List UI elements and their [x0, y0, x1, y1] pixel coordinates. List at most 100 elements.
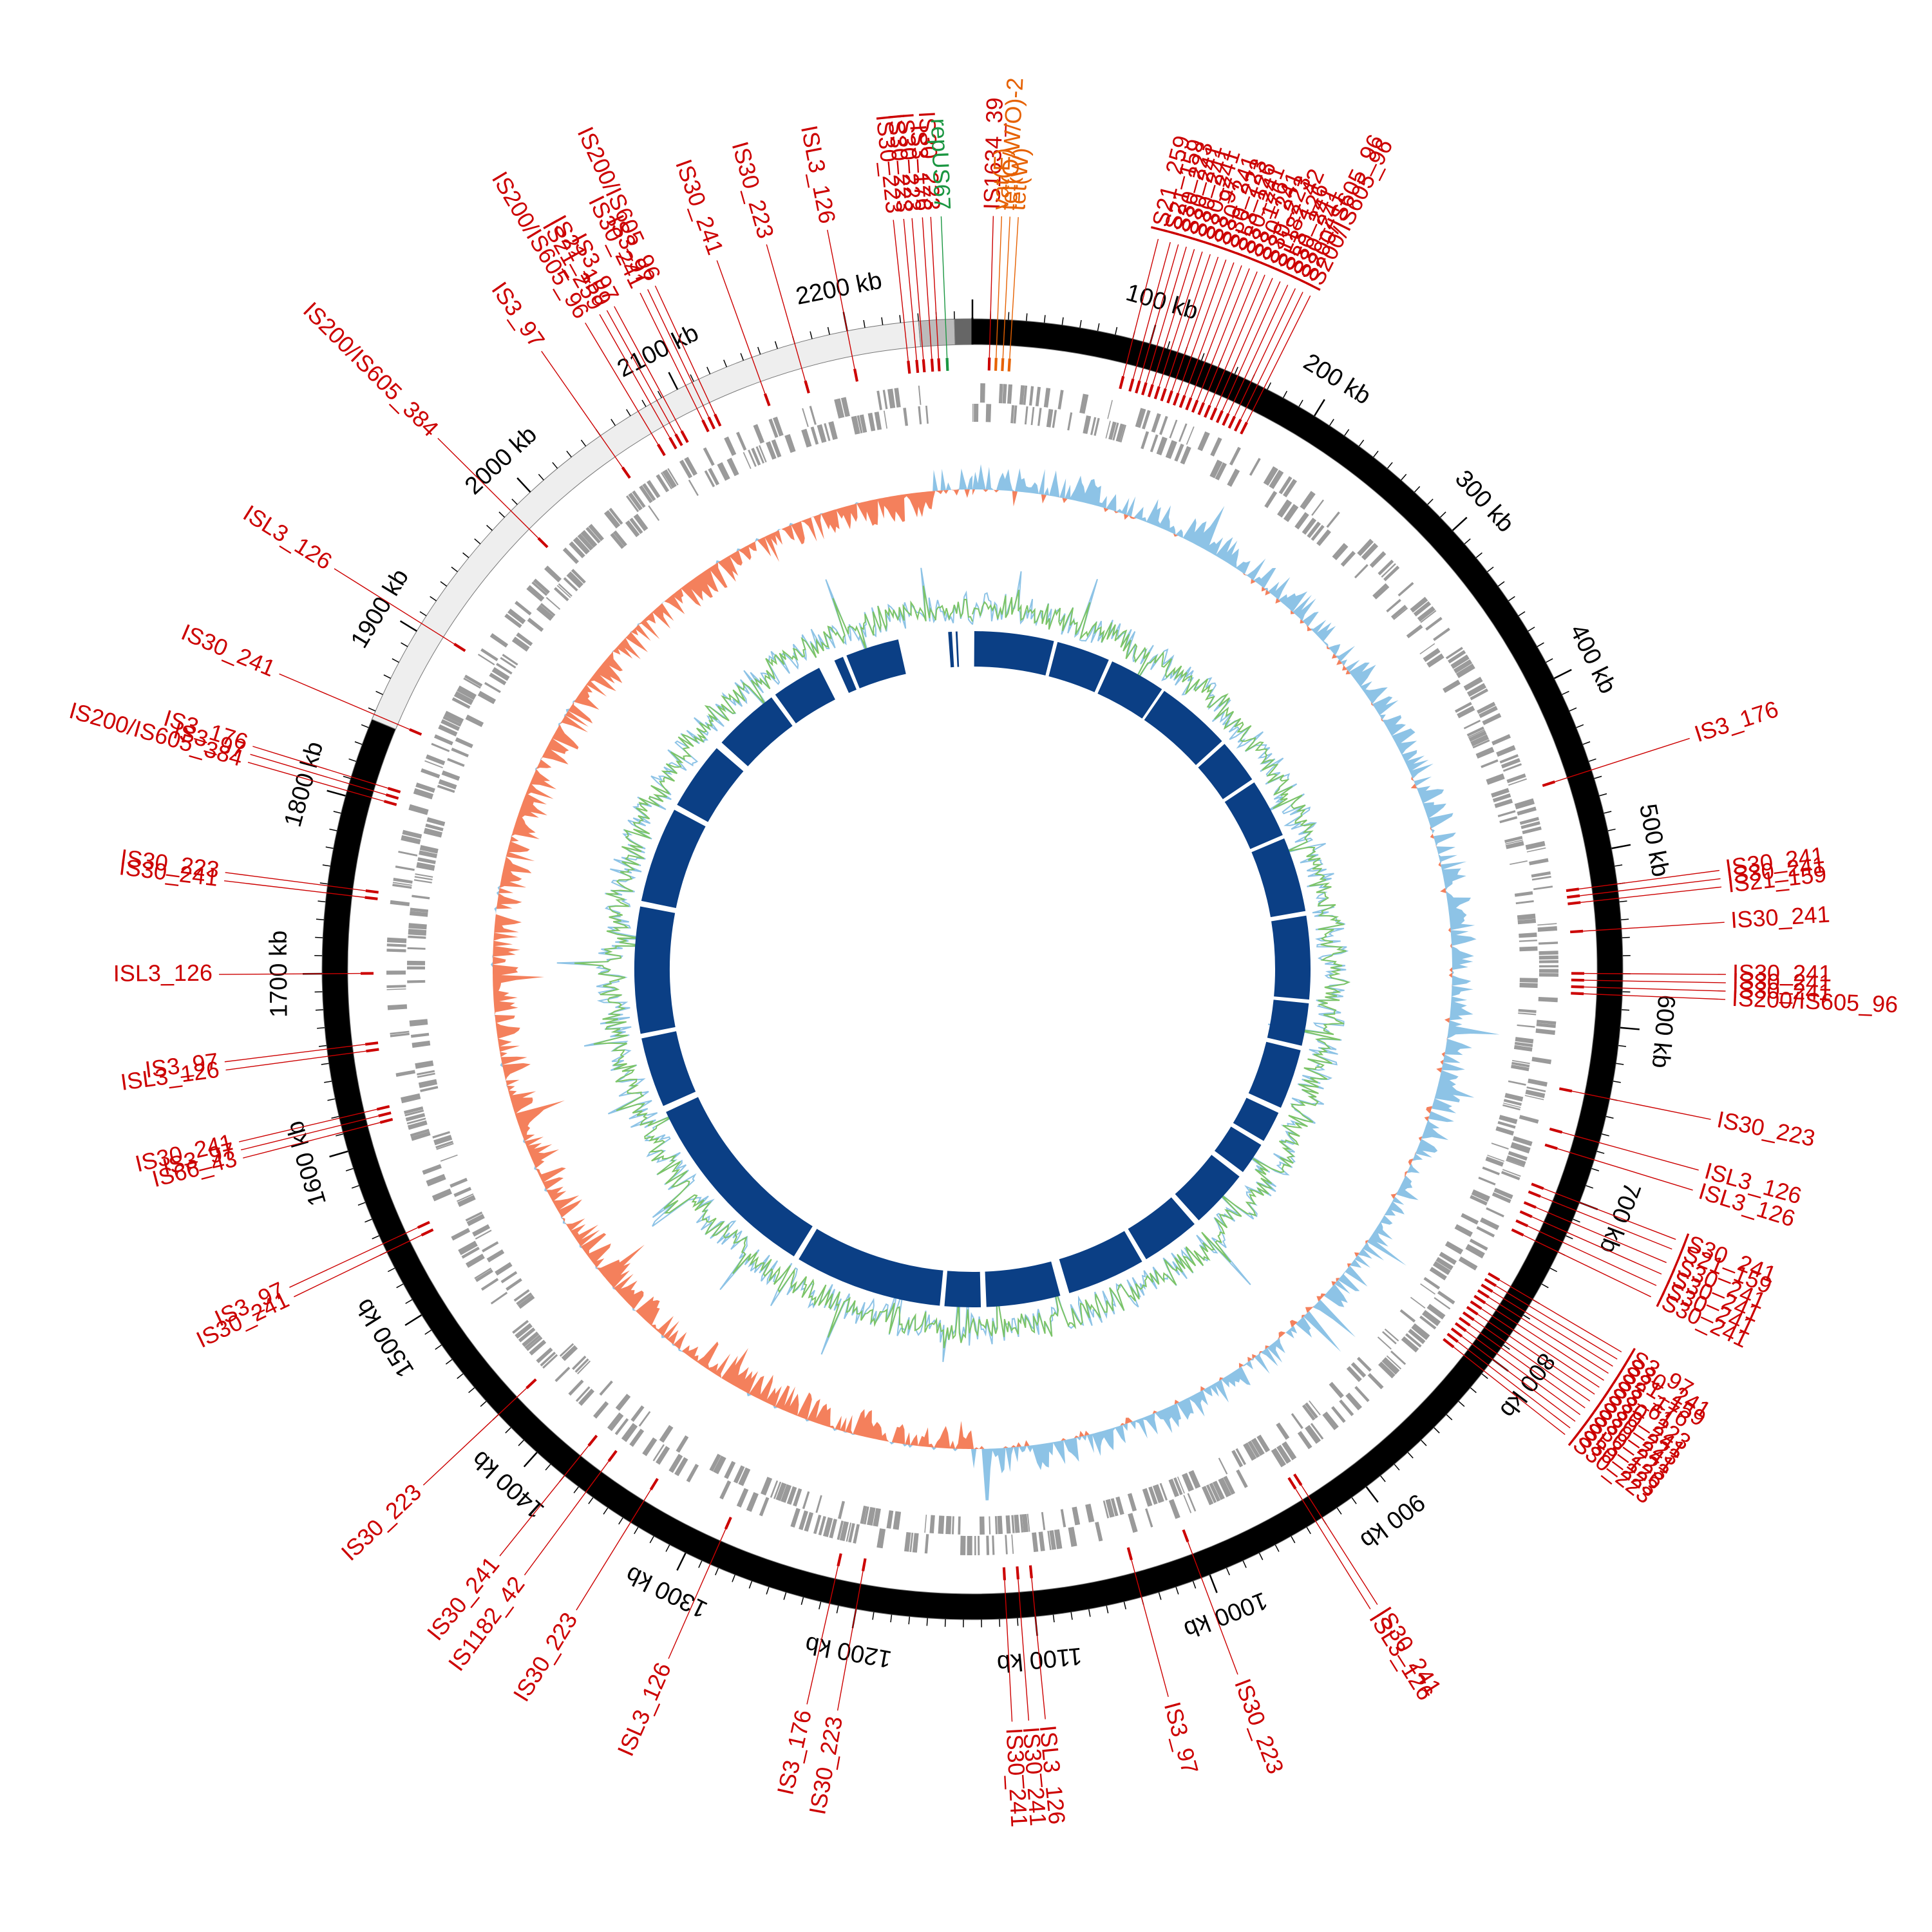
cds-block	[585, 527, 601, 544]
cds-block	[1537, 926, 1558, 932]
cds-block	[1231, 1450, 1244, 1468]
minor-tick	[1446, 1414, 1453, 1421]
minor-tick	[1594, 775, 1602, 779]
leader-line	[766, 244, 806, 381]
leader-line	[1584, 980, 1726, 983]
cds-block	[1174, 443, 1184, 462]
cds-block	[529, 1340, 547, 1356]
cds-block	[924, 1534, 929, 1554]
cds-block	[507, 608, 526, 625]
leader-line	[576, 1489, 652, 1611]
cds-block	[1466, 683, 1486, 697]
cds-block	[1522, 826, 1542, 835]
feature-marker	[417, 1220, 430, 1229]
feature-marker	[1227, 415, 1236, 429]
cds-block	[1492, 1192, 1511, 1204]
leader-line	[1240, 292, 1303, 420]
cds-block	[925, 405, 929, 424]
cds-block	[387, 1004, 408, 1010]
minor-tick	[1123, 1602, 1126, 1610]
leader-line	[294, 1235, 422, 1298]
cds-block	[829, 1519, 837, 1539]
cds-block	[1369, 551, 1387, 568]
cds-block	[1536, 1023, 1556, 1028]
feature-marker	[945, 357, 949, 371]
cds-block	[416, 862, 435, 871]
cds-block	[418, 1079, 437, 1088]
leader-line	[1540, 1196, 1672, 1250]
minor-tick	[325, 846, 334, 849]
minor-tick	[783, 1592, 787, 1600]
minor-tick	[723, 359, 728, 368]
minor-tick	[800, 1597, 804, 1605]
cds-block	[1227, 468, 1240, 488]
minor-tick	[634, 1527, 639, 1535]
minor-tick	[1380, 1475, 1386, 1482]
minor-tick	[1421, 1439, 1427, 1446]
cds-block	[1487, 1155, 1505, 1162]
feature-marker	[1515, 1219, 1529, 1227]
feature-marker-ring	[361, 357, 1584, 1580]
cds-block	[1372, 583, 1390, 600]
minor-tick	[1298, 399, 1303, 407]
feature-label: IS30_223	[914, 111, 945, 211]
feature-marker	[365, 896, 378, 900]
leader-line	[827, 229, 855, 369]
cds-block	[1539, 973, 1558, 977]
cds-block	[1090, 417, 1097, 435]
feature-marker	[1240, 421, 1248, 435]
cds-block	[686, 1463, 699, 1482]
cds-block	[612, 530, 627, 547]
cds-block	[810, 426, 819, 445]
cds-block	[526, 585, 545, 602]
cds-block	[759, 1497, 770, 1517]
cds-block	[1151, 413, 1161, 433]
cds-block	[407, 947, 426, 950]
feature-marker	[378, 1112, 392, 1117]
leader-line	[1227, 285, 1289, 414]
minor-tick	[836, 1605, 839, 1614]
minor-tick	[365, 1218, 372, 1223]
cds-block	[1052, 410, 1057, 428]
minor-tick	[319, 882, 328, 885]
major-tick	[1553, 668, 1572, 679]
minor-tick	[881, 317, 884, 325]
leader-line	[806, 1566, 839, 1705]
cds-block	[1506, 773, 1526, 784]
cds-block	[423, 828, 442, 838]
cds-block	[1110, 1498, 1119, 1517]
cds-block	[668, 1454, 683, 1473]
cds-block	[1030, 407, 1035, 426]
cds-block	[1024, 406, 1028, 425]
cds-block	[1485, 1156, 1504, 1167]
cds-block	[464, 674, 483, 687]
cds-block	[1478, 1177, 1496, 1186]
minor-tick	[1497, 581, 1505, 587]
cds-block	[410, 907, 429, 913]
cds-block	[904, 1532, 911, 1552]
leader-line	[1139, 244, 1179, 381]
cds-block	[1002, 384, 1007, 404]
cds-block	[1535, 1028, 1556, 1036]
leader-line	[1178, 260, 1227, 393]
feature-marker	[1135, 380, 1141, 393]
cds-block	[431, 743, 450, 752]
minor-tick	[1537, 642, 1544, 647]
cds-block	[1095, 1521, 1103, 1542]
cds-block	[1463, 719, 1481, 730]
minor-tick	[545, 1464, 551, 1471]
feature-label: ISL3_126	[239, 500, 337, 575]
feature-marker	[1173, 392, 1180, 406]
cds-block	[392, 884, 412, 889]
cds-block	[1103, 1500, 1110, 1519]
cds-block	[1539, 960, 1558, 963]
feature-marker	[1571, 985, 1584, 989]
cds-block	[629, 1428, 645, 1447]
minor-tick	[1200, 353, 1205, 361]
minor-tick	[1619, 900, 1627, 903]
leader-line	[996, 216, 1003, 358]
leader-line	[1246, 295, 1311, 423]
minor-tick	[396, 1283, 404, 1289]
cds-block	[1533, 886, 1553, 891]
homology-block	[1271, 915, 1311, 1000]
